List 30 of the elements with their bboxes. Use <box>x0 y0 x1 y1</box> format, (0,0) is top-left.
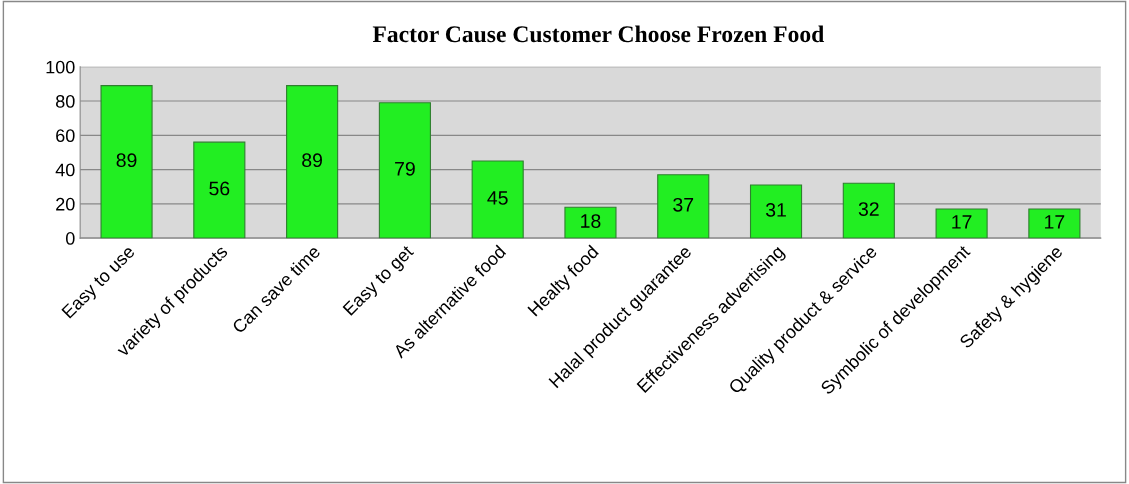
data-label: 17 <box>952 215 972 229</box>
x-tick-label: Can save time <box>231 244 321 335</box>
y-tick-label: 0 <box>65 232 75 245</box>
y-tick-label: 100 <box>46 60 75 74</box>
data-label: 18 <box>581 214 601 228</box>
bar <box>100 85 153 239</box>
bar <box>842 182 895 239</box>
data-label: 56 <box>209 181 230 196</box>
bar <box>564 206 617 239</box>
data-label: 32 <box>858 202 879 216</box>
y-tick-label: 20 <box>56 197 75 211</box>
bar <box>193 141 246 239</box>
data-label: 31 <box>765 203 786 217</box>
data-label: 45 <box>487 191 508 205</box>
data-label: 89 <box>302 153 323 168</box>
bar <box>471 160 524 239</box>
y-tick-label: 80 <box>56 94 75 108</box>
y-tick-label: 40 <box>55 163 75 177</box>
data-label: 79 <box>395 161 415 176</box>
data-label: 37 <box>673 197 694 212</box>
bar <box>1028 208 1081 239</box>
bar <box>749 184 803 239</box>
bar <box>935 208 988 239</box>
chart-title: Factor Cause Customer Choose Frozen Food <box>372 25 825 43</box>
bar <box>657 174 710 239</box>
bar <box>378 102 431 239</box>
data-label: 89 <box>116 153 137 168</box>
data-label: 17 <box>1045 215 1065 229</box>
y-tick-label: 60 <box>56 129 75 143</box>
bar <box>286 85 339 239</box>
